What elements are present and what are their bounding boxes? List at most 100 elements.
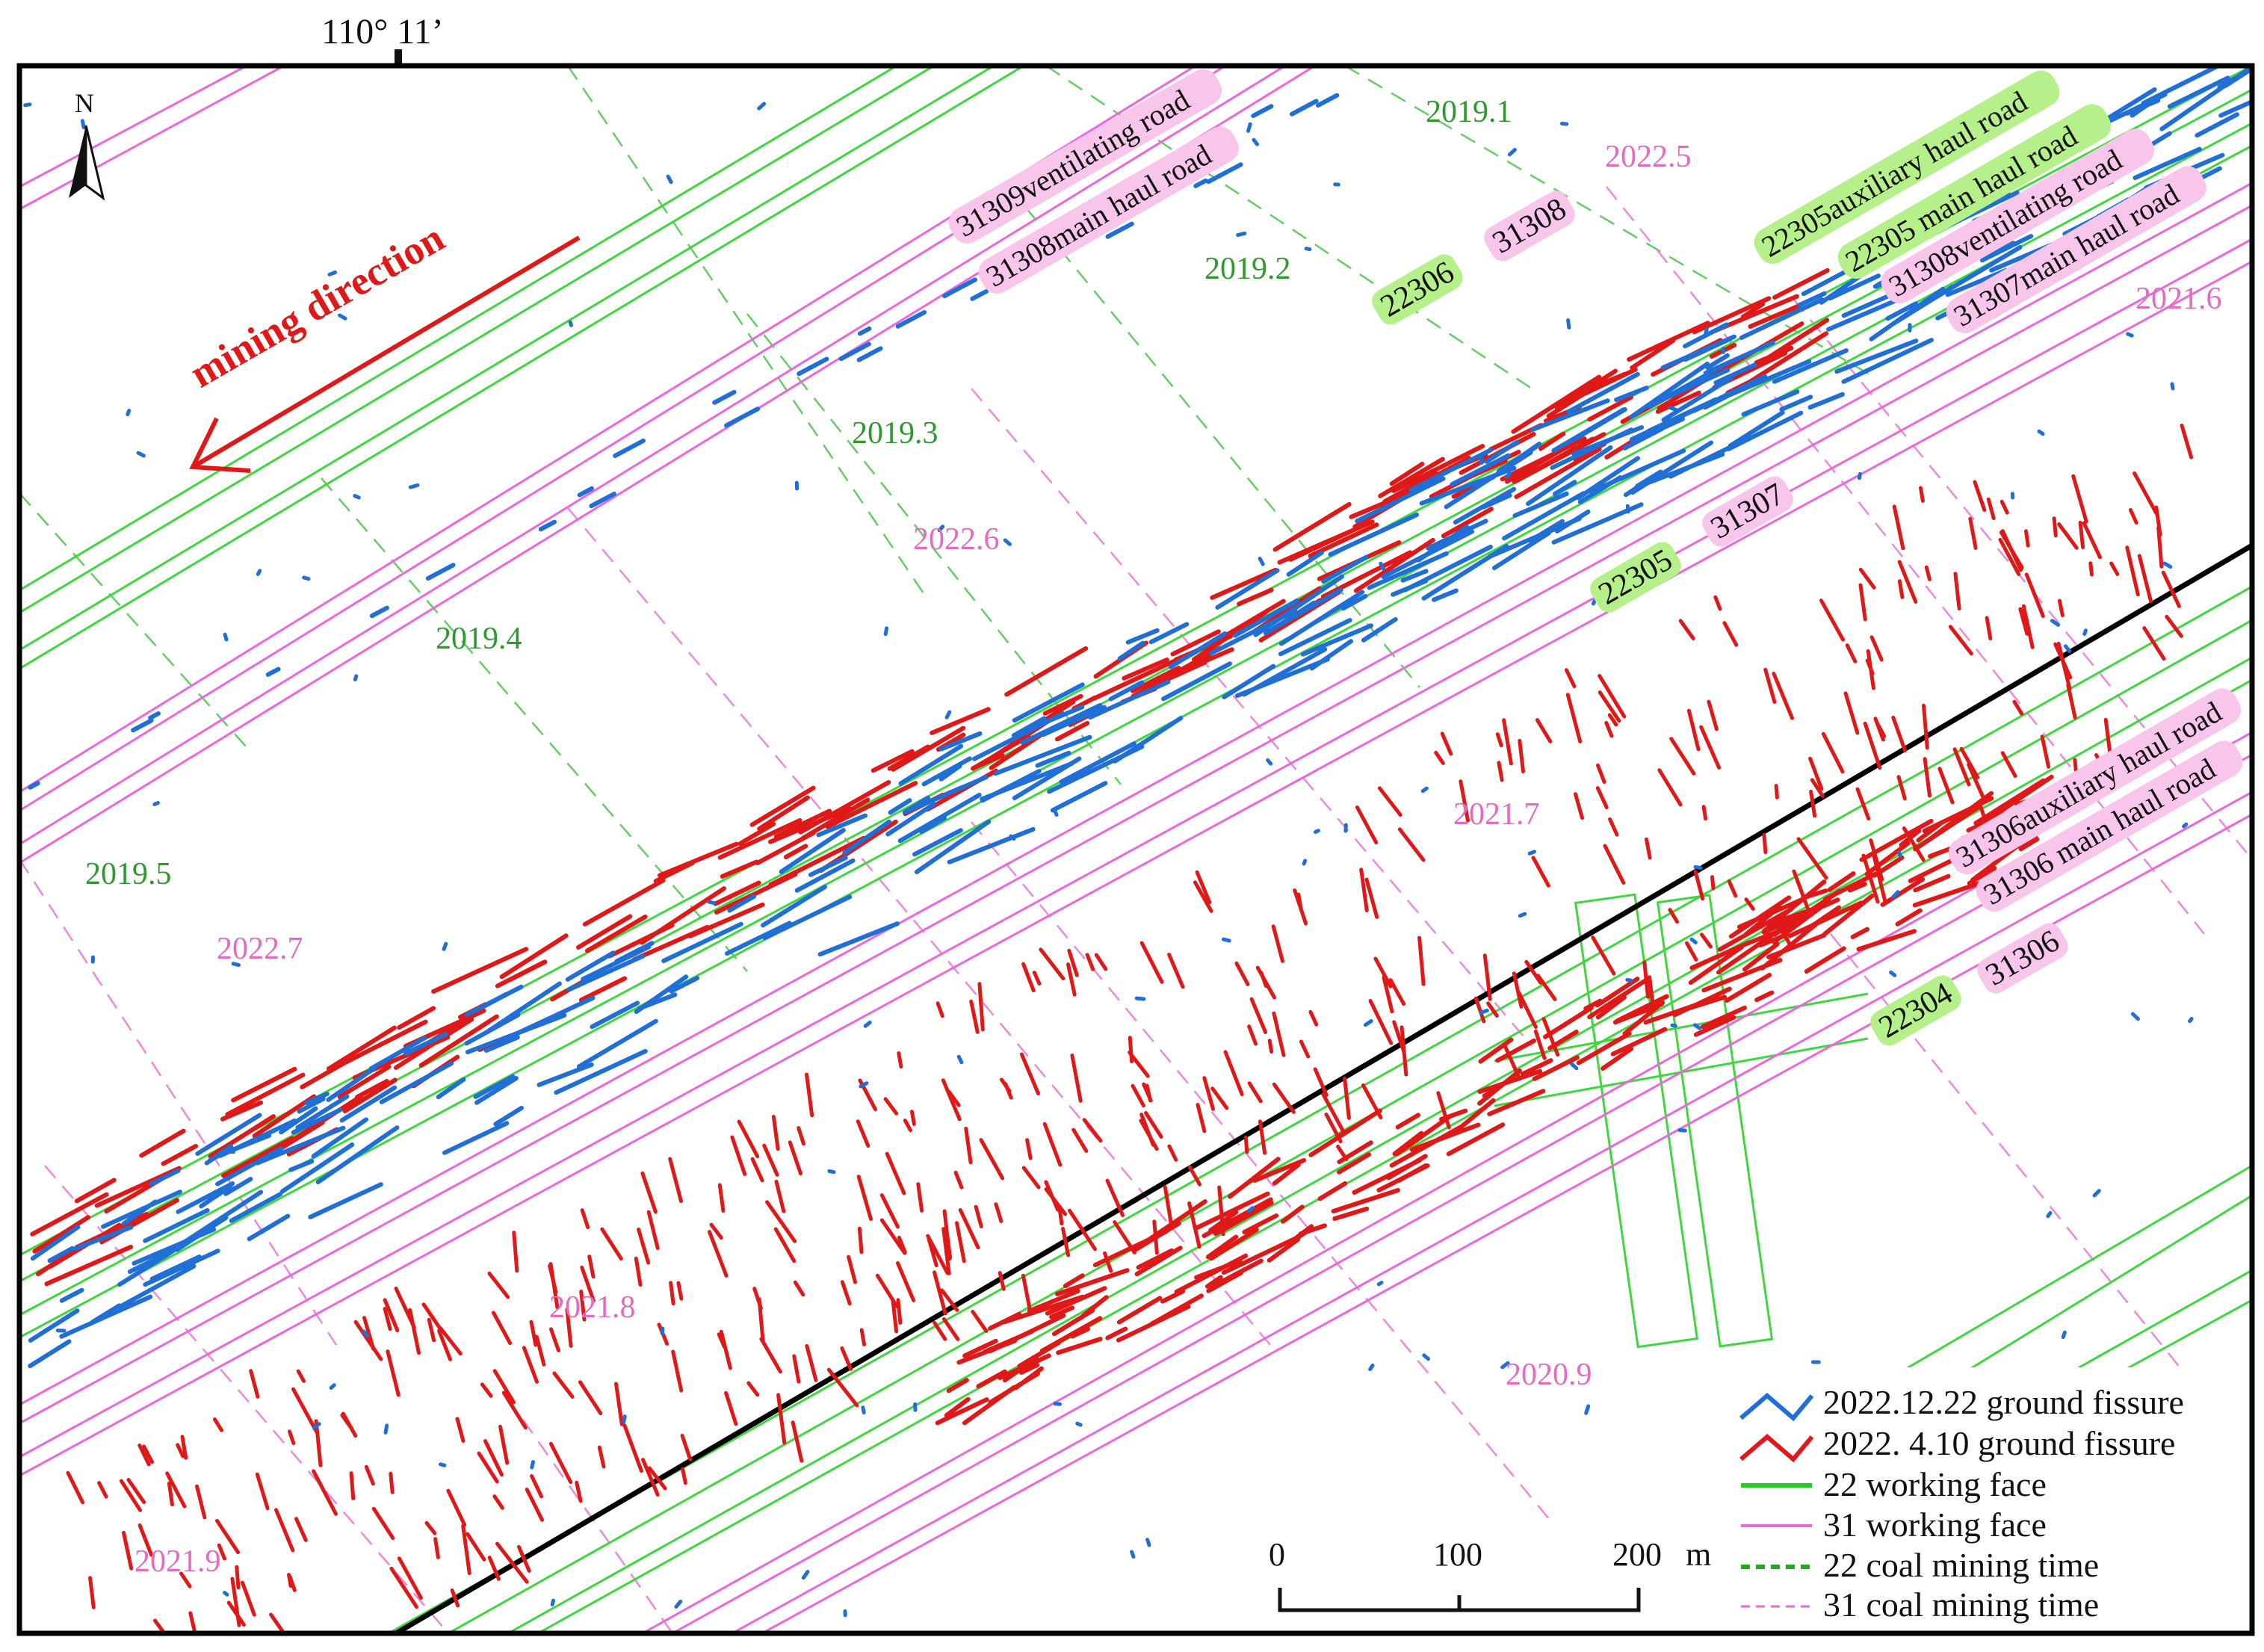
fissure-2022-04-10 bbox=[826, 1367, 859, 1408]
time-31-label: 2021.7 bbox=[1453, 797, 1540, 832]
fissure-2022-04-10 bbox=[1378, 457, 1445, 498]
mining-direction-label: mining direction bbox=[182, 215, 451, 397]
fissure-2022-12-22 bbox=[816, 813, 867, 838]
fissure-2022-04-10 bbox=[2000, 751, 2017, 779]
fissure-2022-04-10 bbox=[1391, 444, 1485, 493]
fissure-2022-04-10 bbox=[552, 1371, 575, 1399]
fissure-2022-04-10 bbox=[2109, 561, 2120, 576]
fissure-2022-04-10 bbox=[1130, 665, 1181, 693]
fissure-2022-04-10 bbox=[759, 1337, 782, 1374]
legend-item-31-face: 31 working face bbox=[1741, 1506, 2047, 1544]
fissure-2022-04-10 bbox=[362, 1316, 376, 1351]
fissure-2022-12-22 bbox=[1148, 622, 1190, 645]
fissure-2022-12-22 bbox=[2218, 99, 2252, 118]
fissure-2022-04-10 bbox=[66, 1470, 85, 1505]
fissure-2022-12-22 bbox=[863, 1021, 872, 1028]
fissure-2022-04-10 bbox=[44, 1244, 134, 1287]
fissure-2022-04-10 bbox=[1202, 1076, 1215, 1111]
legend-item-22-time: 22 coal mining time bbox=[1741, 1546, 2099, 1584]
fissure-2022-04-10 bbox=[394, 1287, 416, 1329]
fissure-2022-04-10 bbox=[355, 1079, 389, 1100]
fissure-2022-12-22 bbox=[121, 1199, 158, 1226]
fissure-2022-04-10 bbox=[1477, 1068, 1522, 1106]
fissure-2022-12-22 bbox=[47, 1246, 75, 1263]
svg-text:31306: 31306 bbox=[1980, 924, 2065, 992]
fissure-2022-12-22 bbox=[1670, 1023, 1677, 1028]
fissure-2022-04-10 bbox=[1288, 529, 1354, 562]
fissure-2022-12-22 bbox=[1321, 554, 1369, 584]
fissure-2022-12-22 bbox=[59, 1287, 84, 1303]
fissure-2022-12-22 bbox=[131, 718, 154, 733]
time-22-label: 2019.1 bbox=[1426, 95, 1512, 129]
fissure-2022-04-10 bbox=[437, 1328, 452, 1361]
fissure-2022-04-10 bbox=[1103, 1251, 1113, 1273]
fissure-2022-04-10 bbox=[1042, 1122, 1063, 1167]
svg-text:22304: 22304 bbox=[1873, 976, 1958, 1045]
fissure-2022-04-10 bbox=[498, 1424, 510, 1465]
fissure-2022-12-22 bbox=[1713, 362, 1757, 386]
fissure-2022-04-10 bbox=[932, 1270, 947, 1316]
fissure-2022-04-10 bbox=[450, 1588, 460, 1608]
fissure-2022-04-10 bbox=[1271, 924, 1284, 963]
fissure-2022-04-10 bbox=[1061, 1227, 1071, 1257]
fissure-2022-04-10 bbox=[1821, 731, 1845, 774]
fissure-2022-04-10 bbox=[1919, 486, 1925, 503]
fissure-2022-04-10 bbox=[418, 1014, 499, 1068]
fissure-2022-04-10 bbox=[1858, 583, 1867, 622]
fissure-2022-04-10 bbox=[1234, 961, 1250, 986]
fissure-2022-04-10 bbox=[2071, 474, 2088, 524]
scale-bar: 0 100 200 m bbox=[1255, 1524, 1719, 1633]
fissure-2022-04-10 bbox=[225, 1072, 306, 1117]
fissure-2022-04-10 bbox=[1693, 870, 1705, 901]
fissure-2022-04-10 bbox=[1142, 1199, 1207, 1245]
fissure-2022-12-22 bbox=[1891, 890, 1900, 899]
fissure-2022-04-10 bbox=[941, 1227, 951, 1275]
fissure-2022-12-22 bbox=[1492, 530, 1551, 571]
fissure-2022-12-22 bbox=[530, 1460, 535, 1470]
fissure-2022-04-10 bbox=[1603, 844, 1626, 885]
fissure-2022-04-10 bbox=[1343, 1076, 1351, 1120]
fissure-2022-04-10 bbox=[274, 1508, 295, 1553]
fissure-2022-04-10 bbox=[1167, 953, 1185, 989]
fissure-2022-04-10 bbox=[1473, 996, 1486, 1024]
fissure-2022-12-22 bbox=[1222, 663, 1276, 699]
fissure-2022-04-10 bbox=[857, 1226, 864, 1255]
fissure-2022-04-10 bbox=[614, 1382, 624, 1426]
fissure-2022-04-10 bbox=[1922, 703, 1929, 750]
fissure-2022-04-10 bbox=[681, 1467, 687, 1485]
fissure-2022-04-10 bbox=[671, 1349, 684, 1393]
fissure-2022-04-10 bbox=[1875, 720, 1887, 738]
fissure-2022-12-22 bbox=[2126, 332, 2134, 338]
fissure-2022-04-10 bbox=[1536, 974, 1557, 1001]
fissure-2022-04-10 bbox=[1160, 1289, 1186, 1304]
fissure-2022-04-10 bbox=[1068, 1208, 1097, 1252]
fissure-2022-12-22 bbox=[195, 1113, 262, 1156]
fissure-2022-04-10 bbox=[1055, 1268, 1130, 1296]
fissure-2022-04-10 bbox=[1822, 894, 1875, 936]
fissure-2022-12-22 bbox=[1105, 221, 1134, 239]
fissure-2022-04-10 bbox=[582, 878, 666, 926]
fissure-2022-04-10 bbox=[1067, 948, 1079, 977]
fissure-2022-12-22 bbox=[1858, 471, 1862, 480]
fissure-2022-04-10 bbox=[1948, 625, 1973, 656]
fissure-2022-04-10 bbox=[955, 1221, 966, 1263]
fissure-2022-04-10 bbox=[1392, 1130, 1424, 1157]
fissure-2022-04-10 bbox=[1021, 962, 1036, 993]
fissure-2022-12-22 bbox=[149, 1168, 181, 1187]
fissure-2022-12-22 bbox=[1304, 247, 1312, 252]
fissure-2022-12-22 bbox=[1726, 410, 1804, 451]
fissure-2022-04-10 bbox=[668, 1157, 683, 1204]
fissure-2022-04-10 bbox=[1252, 1157, 1307, 1183]
fissure-2022-04-10 bbox=[1847, 882, 1867, 893]
fissure-2022-12-22 bbox=[883, 626, 889, 637]
fissure-2022-04-10 bbox=[1331, 1188, 1400, 1213]
fissure-2022-12-22 bbox=[1232, 598, 1299, 638]
coal-mining-time-lines bbox=[19, 66, 2252, 1633]
fissure-2022-12-22 bbox=[565, 950, 616, 982]
fissure-2022-12-22 bbox=[225, 1149, 235, 1154]
fissure-2022-04-10 bbox=[1880, 876, 1926, 907]
fissure-2022-12-22 bbox=[425, 563, 456, 581]
fissure-2022-04-10 bbox=[2057, 598, 2064, 618]
fissure-2022-04-10 bbox=[1524, 959, 1543, 985]
fissure-2022-12-22 bbox=[1614, 386, 1649, 403]
